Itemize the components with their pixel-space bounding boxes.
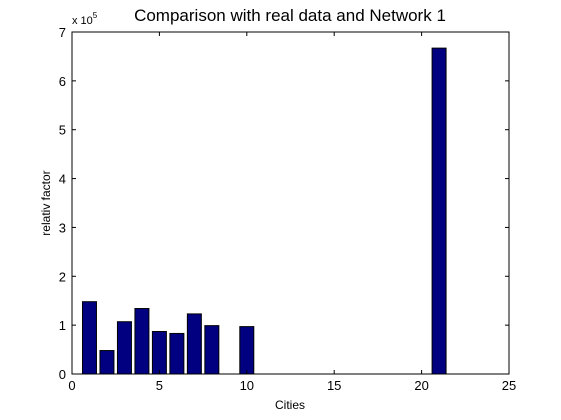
bar-city-21: [431, 47, 447, 375]
x-tick-label: 0: [68, 378, 75, 393]
bars: [81, 47, 447, 375]
y-tick-label: 3: [59, 220, 66, 235]
y-tick-label: 4: [59, 172, 66, 187]
x-tick-label: 10: [240, 378, 254, 393]
y-tick-label: 6: [59, 74, 66, 89]
bar-city-10: [239, 326, 255, 375]
bar-city-3: [116, 321, 132, 375]
y-tick-label: 0: [59, 367, 66, 382]
bar-city-6: [169, 332, 185, 375]
x-tick-label: 25: [502, 378, 516, 393]
y-axis-label: relativ factor: [39, 170, 53, 235]
bar-city-8: [204, 325, 220, 375]
y-multiplier-label: x 105: [72, 11, 98, 27]
y-tick-label: 5: [59, 123, 66, 138]
x-axis-label: Cities: [275, 398, 305, 412]
bar-city-7: [186, 313, 202, 375]
bar-city-4: [134, 308, 150, 375]
y-multiplier-exponent: 5: [93, 11, 98, 20]
x-tick-label: 5: [156, 378, 163, 393]
x-tick-label: 15: [327, 378, 341, 393]
bar-city-2: [99, 350, 115, 375]
y-tick-label: 1: [59, 318, 66, 333]
axis-ticks: 0 5 10 15 20 25 0 1 2 3 4 5 6 7: [59, 25, 516, 393]
y-tick-label: 7: [59, 25, 66, 40]
x-tick-label: 20: [414, 378, 428, 393]
y-multiplier-base: x 10: [72, 15, 93, 27]
chart-title: Comparison with real data and Network 1: [134, 6, 446, 25]
bar-city-1: [81, 301, 97, 375]
plot-area-frame: [71, 31, 510, 375]
bar-city-5: [151, 330, 167, 375]
y-tick-label: 2: [59, 269, 66, 284]
